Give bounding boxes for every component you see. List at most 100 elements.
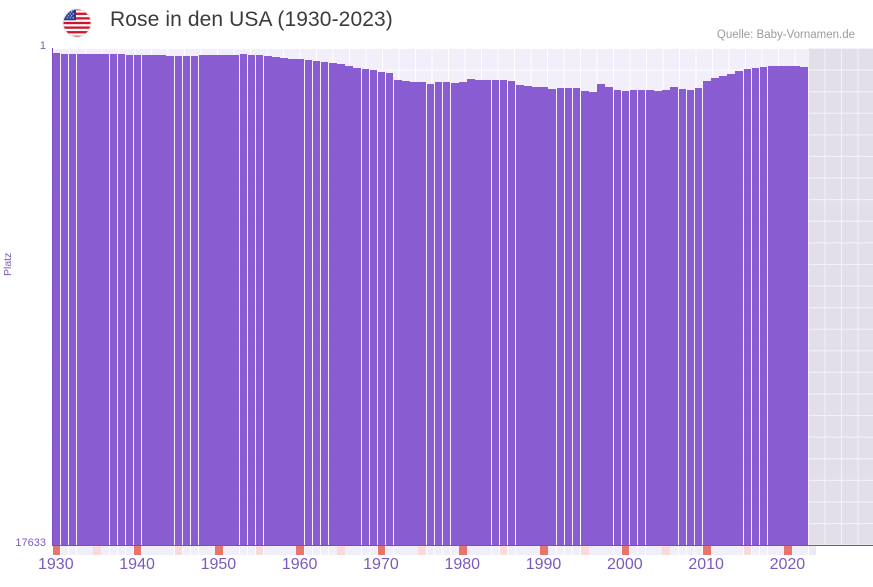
bar-series: [52, 48, 809, 545]
us-flag-icon: [59, 8, 95, 38]
x-axis-tick-label: 1980: [444, 556, 481, 573]
bar: [345, 66, 353, 545]
bar: [280, 57, 288, 545]
bar: [353, 67, 361, 545]
bar: [337, 64, 345, 545]
bar: [776, 65, 784, 545]
x-tick-marker: [751, 546, 760, 555]
x-tick-marker: [767, 546, 776, 555]
x-tick-marker: [402, 546, 410, 555]
bar: [589, 91, 597, 545]
x-tick-marker: [532, 546, 540, 555]
bar: [312, 61, 321, 545]
bar: [572, 88, 581, 545]
bar: [255, 55, 264, 545]
x-tick-marker: [52, 546, 61, 555]
bar: [125, 54, 134, 545]
x-tick-marker: [353, 546, 361, 555]
x-tick-marker: [442, 546, 451, 555]
x-tick-marker: [150, 546, 158, 555]
bar: [361, 68, 370, 545]
x-tick-marker: [597, 546, 605, 555]
x-axis-tick-label: 1950: [200, 556, 237, 573]
x-tick-marker: [719, 546, 727, 555]
x-tick-marker: [207, 546, 215, 555]
page-title: Rose in den USA (1930-2023): [110, 8, 393, 31]
x-tick-marker: [702, 546, 711, 555]
bar: [207, 54, 215, 545]
bar: [613, 90, 622, 545]
bar: [434, 81, 443, 545]
bar: [751, 67, 760, 545]
x-tick-marker: [304, 546, 313, 555]
bar: [223, 54, 231, 545]
bar: [450, 82, 459, 545]
bar: [605, 87, 613, 545]
x-tick-marker: [68, 546, 77, 555]
x-tick-marker: [686, 546, 695, 555]
x-tick-marker: [621, 546, 630, 555]
bar: [629, 89, 638, 545]
x-tick-marker: [450, 546, 459, 555]
x-tick-marker: [475, 546, 483, 555]
x-tick-marker: [637, 546, 646, 555]
bar: [190, 55, 199, 545]
bar: [133, 54, 142, 545]
x-axis-line: [52, 544, 873, 547]
x-tick-marker: [328, 546, 337, 555]
x-tick-marker: [491, 546, 500, 555]
x-tick-marker: [101, 546, 109, 555]
bar: [524, 85, 532, 545]
bar: [239, 54, 248, 545]
x-tick-marker: [60, 546, 69, 555]
x-tick-marker: [434, 546, 443, 555]
bar: [564, 88, 573, 545]
bar: [556, 88, 565, 545]
bar: [142, 54, 150, 545]
x-tick-marker: [605, 546, 613, 555]
x-axis-tick-label: 2000: [607, 556, 643, 573]
x-tick-marker: [190, 546, 199, 555]
x-tick-marker: [76, 546, 85, 555]
x-tick-marker: [548, 546, 557, 555]
bar: [637, 89, 646, 545]
x-tick-marker: [85, 546, 93, 555]
x-axis-tick-label: 1960: [281, 556, 318, 573]
x-tick-marker: [377, 546, 386, 555]
bar: [483, 79, 492, 545]
bar: [491, 80, 500, 545]
x-tick-marker: [223, 546, 231, 555]
bar: [678, 89, 687, 545]
x-tick-marker: [394, 546, 402, 555]
bar: [377, 71, 386, 545]
x-axis-tick-label: 2020: [769, 556, 806, 573]
y-axis-bottom-tick-label: 17633: [15, 537, 46, 549]
bar: [759, 66, 768, 545]
bar: [198, 55, 207, 545]
x-axis-tick-label: 1940: [119, 556, 155, 573]
x-tick-marker: [369, 546, 378, 555]
bar: [580, 90, 589, 545]
x-tick-marker: [296, 546, 305, 555]
x-tick-marker: [239, 546, 248, 555]
x-tick-marker: [711, 546, 719, 555]
bar: [515, 84, 524, 545]
bar: [662, 89, 670, 545]
bar: [800, 66, 809, 545]
bar: [288, 58, 296, 545]
x-tick-marker: [426, 546, 435, 555]
x-tick-marker: [459, 546, 467, 555]
x-tick-marker: [784, 546, 792, 555]
x-tick-marker: [312, 546, 321, 555]
x-axis-tick-label: 1970: [363, 556, 399, 573]
bar: [621, 91, 630, 545]
bar: [597, 84, 605, 545]
y-axis-top-tick-label: 1: [39, 40, 46, 52]
bar: [158, 55, 166, 545]
x-tick-marker: [117, 546, 126, 555]
x-tick-marker: [361, 546, 370, 555]
x-tick-marker: [142, 546, 150, 555]
x-tick-marker: [580, 546, 589, 555]
x-tick-marker: [280, 546, 288, 555]
x-tick-marker: [410, 546, 418, 555]
